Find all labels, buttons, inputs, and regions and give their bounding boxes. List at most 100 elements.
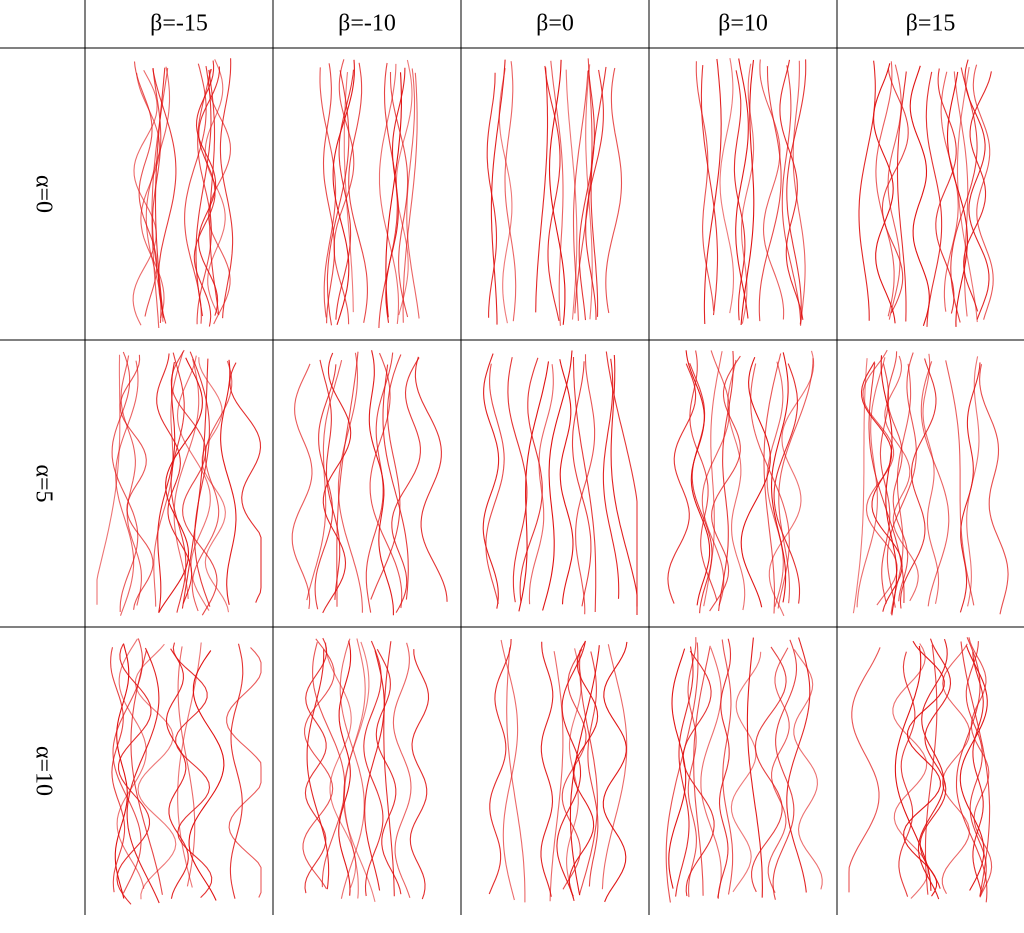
trajectory (535, 67, 549, 313)
trajectory (768, 350, 815, 617)
trajectory (610, 354, 638, 615)
trajectory (945, 360, 975, 606)
trajectory (504, 61, 517, 322)
trajectory (336, 351, 359, 607)
trajectory (568, 641, 599, 897)
trajectory (385, 67, 406, 323)
trajectory (856, 357, 886, 608)
trajectory (364, 650, 385, 891)
trajectory (482, 353, 500, 609)
column-header: β=10 (718, 11, 768, 37)
trajectory (414, 356, 448, 602)
trajectory (574, 58, 593, 314)
trajectory (392, 642, 412, 898)
trajectory (115, 360, 139, 616)
trajectory (578, 649, 598, 896)
trajectory (687, 637, 697, 898)
trajectory (119, 354, 154, 610)
trajectory (920, 361, 950, 607)
trajectory (507, 357, 528, 603)
trajectory (751, 646, 787, 893)
trajectory (700, 65, 719, 316)
trajectory (500, 639, 519, 901)
trajectory (735, 58, 749, 319)
trajectory (120, 355, 142, 606)
trajectory (899, 358, 937, 609)
trajectory (490, 59, 506, 325)
trajectory (919, 638, 952, 889)
trajectory (145, 66, 171, 322)
trajectory (198, 357, 230, 613)
trajectory (590, 66, 607, 317)
trajectory (898, 651, 916, 897)
trajectory (779, 59, 804, 320)
trajectory (880, 355, 898, 616)
trajectory (322, 352, 352, 614)
trajectory (204, 59, 226, 315)
trajectory (291, 363, 313, 609)
trajectory (953, 71, 969, 317)
trajectory (727, 359, 746, 611)
trajectory (382, 364, 409, 600)
trajectory (848, 647, 881, 893)
trajectory (383, 641, 395, 897)
trajectory (304, 637, 328, 894)
trajectory (333, 59, 355, 325)
trajectory (709, 355, 741, 612)
trajectory (571, 361, 592, 607)
trajectory (740, 63, 755, 324)
trajectory (152, 68, 177, 324)
trajectory (587, 651, 599, 887)
trajectory (548, 59, 566, 325)
trajectory (181, 358, 209, 609)
trajectory (903, 640, 945, 897)
trajectory (409, 649, 430, 900)
trajectory (793, 649, 823, 890)
trajectory (909, 65, 930, 326)
trajectory (132, 70, 158, 326)
trajectory (177, 646, 196, 887)
trajectory (718, 350, 734, 612)
trajectory (154, 67, 166, 318)
row-label: α=10 (30, 746, 56, 796)
trajectory (689, 350, 718, 601)
trajectory (116, 638, 147, 889)
trajectory (700, 647, 722, 898)
trajectory (343, 638, 366, 899)
trajectory (946, 71, 968, 327)
trajectory (229, 362, 262, 603)
trajectory (542, 350, 573, 611)
trajectory (540, 641, 554, 897)
trajectory (335, 69, 355, 320)
trajectory (693, 645, 711, 896)
trajectory (601, 644, 628, 890)
trajectory (965, 641, 987, 897)
trajectory (506, 647, 526, 903)
trajectory (701, 350, 730, 606)
trajectory (862, 349, 898, 606)
trajectory (559, 359, 574, 605)
trajectory (852, 358, 868, 614)
trajectory (134, 643, 177, 900)
trajectory (195, 60, 219, 316)
trajectory (665, 642, 699, 903)
trajectory (116, 644, 152, 905)
trajectory (229, 643, 244, 899)
trajectory (881, 68, 909, 314)
trajectory (378, 63, 400, 324)
trajectory (219, 58, 234, 319)
trajectory (302, 638, 335, 890)
trajectory (519, 357, 543, 603)
trajectory (133, 61, 158, 317)
trajectory (924, 644, 938, 895)
trajectory (191, 360, 233, 612)
trajectory (730, 651, 762, 893)
trajectory (972, 651, 984, 892)
trajectory (498, 68, 513, 324)
trajectory (378, 62, 398, 329)
trajectory (157, 361, 176, 613)
trajectory (667, 363, 697, 604)
trajectory (602, 358, 620, 599)
trajectory (887, 64, 902, 320)
